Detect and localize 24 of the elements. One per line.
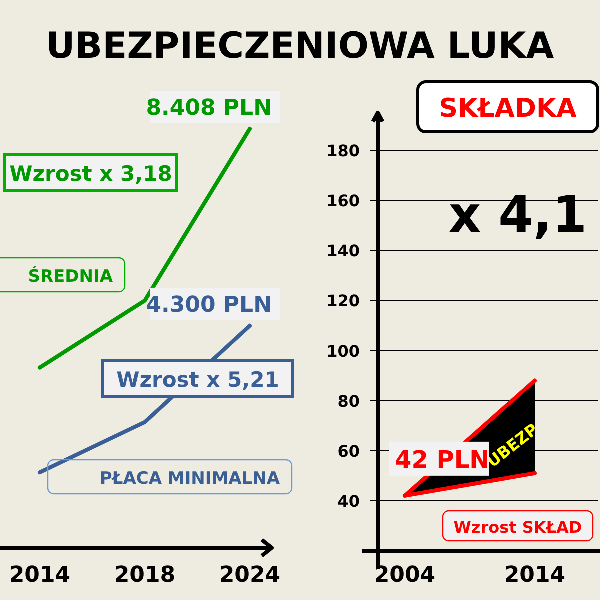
chart-title: UBEZPIECZENIOWA LUKA xyxy=(46,26,554,67)
x-tick-label: 2024 xyxy=(219,563,281,588)
annotation: Wzrost x 3,18 xyxy=(10,162,172,186)
y-tick-label: 100 xyxy=(326,342,360,361)
x-tick-label: 2018 xyxy=(114,563,176,588)
x-tick-label: 2004 xyxy=(374,563,436,588)
x-tick-label: 2014 xyxy=(504,563,566,588)
x-tick-label: 2014 xyxy=(9,563,71,588)
y-tick-label: 40 xyxy=(338,492,360,511)
y-tick-label: 160 xyxy=(326,192,360,211)
annotation: Wzrost SKŁAD xyxy=(454,518,582,537)
y-tick-label: 180 xyxy=(326,142,360,161)
annotation: 42 PLN xyxy=(395,446,490,474)
annotation: x 4,1 xyxy=(448,186,588,244)
chart-title: SKŁADKA xyxy=(439,94,577,124)
annotation: 8.408 PLN xyxy=(146,96,272,121)
y-tick-label: 60 xyxy=(338,442,360,461)
y-tick-label: 80 xyxy=(338,392,360,411)
y-tick-label: 120 xyxy=(326,292,360,311)
annotation: Wzrost x 5,21 xyxy=(116,368,280,392)
y-tick-label: 140 xyxy=(326,242,360,261)
series-label: ŚREDNIA xyxy=(28,266,114,287)
annotation: 4.300 PLN xyxy=(146,292,272,318)
series-label: PŁACA MINIMALNA xyxy=(100,469,281,489)
